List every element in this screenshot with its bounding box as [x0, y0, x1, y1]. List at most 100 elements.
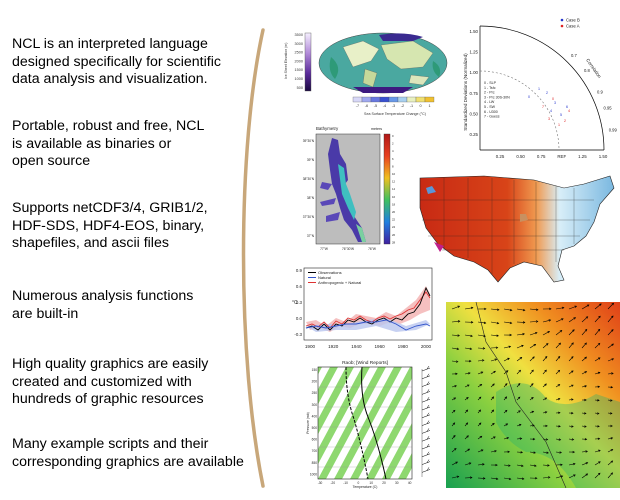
wind-vector-figure	[446, 302, 620, 488]
taylor-point: 2	[546, 91, 548, 95]
skewt-wind-barb	[426, 436, 430, 440]
skewt-wind-barb	[421, 469, 431, 473]
wind-vector	[594, 303, 602, 310]
wind-vector	[490, 321, 499, 324]
wind-vector	[464, 435, 469, 440]
bullet-item: NCL is an interpreted language designed s…	[12, 36, 274, 89]
taylor-legend-marker	[560, 18, 564, 22]
bathy-colorbar-label: 10	[392, 172, 396, 176]
wind-vector	[477, 371, 483, 375]
ts-ytick: -0.3	[294, 332, 302, 337]
taylor-ytick: 0.75	[469, 91, 478, 96]
wind-vector-head	[561, 318, 564, 321]
wind-vector-head	[496, 308, 500, 311]
wind-vector-head	[508, 345, 512, 349]
wind-vector-head	[611, 302, 614, 306]
taylor-ylabel: Standardized Deviations (Normalized)	[463, 53, 468, 131]
wind-vector-head	[508, 477, 512, 481]
ts-xtick: 1900	[305, 344, 316, 349]
skewt-ttick: -30	[318, 481, 323, 485]
wind-vector-head	[522, 308, 526, 312]
taylor-xtick: REF	[557, 154, 566, 159]
taylor-point: 1	[538, 87, 540, 91]
wind-vector-head	[455, 372, 458, 376]
sst-map-figure: Ice Sheet Elevation (m) 3500 3000 2500 2000…	[283, 27, 448, 117]
wind-vector	[516, 396, 521, 401]
sst-bottom-tick: -7	[356, 104, 359, 108]
sst-bottom-tick: 1	[428, 104, 430, 108]
wind-vector-head	[496, 334, 499, 337]
skewt-stripe	[350, 367, 412, 479]
wind-vector	[542, 464, 550, 466]
wind-vector	[503, 321, 512, 324]
wind-vector	[503, 357, 510, 362]
wind-vector	[503, 477, 511, 480]
wind-vector-head	[494, 450, 497, 453]
wind-vector	[607, 460, 613, 466]
wind-vector-head	[521, 344, 524, 348]
wind-vector-head	[484, 307, 487, 311]
wind-vector	[516, 308, 525, 311]
bathy-colorbar-label: 14	[392, 187, 396, 191]
sst-colorbar-cell	[370, 96, 381, 103]
wind-vector	[555, 356, 561, 362]
wind-vector-head	[495, 477, 499, 481]
wind-vector-head	[572, 450, 576, 454]
wind-vector	[477, 449, 484, 453]
wind-vector	[490, 450, 497, 453]
wind-vector-head	[517, 383, 521, 386]
wind-vector	[581, 385, 587, 388]
wind-vector-head	[534, 464, 537, 467]
bullet-line: HDF-SDS, HDF4-EOS, binary,	[12, 217, 205, 234]
wind-vector	[464, 448, 470, 453]
wind-vector-head	[509, 321, 513, 325]
wind-vector-head	[479, 435, 483, 439]
bathy-colorbar-label: 8	[392, 164, 394, 168]
wind-vector	[451, 422, 455, 427]
wind-vector-head	[509, 308, 513, 312]
timeseries-figure: °C 0.9 0.6 0.3 0.0 -0.3 1900 1920 1940 1960 1980…	[286, 264, 436, 352]
taylor-xtick: 0.75	[537, 154, 546, 159]
wind-vector	[594, 343, 601, 349]
wind-vector-head	[483, 334, 486, 338]
bullet-line: Many example scripts and their	[12, 436, 209, 452]
taylor-var-label: 1 - Tsfc	[484, 86, 496, 90]
wind-vector	[477, 422, 482, 427]
taylor-xtick: 0.25	[496, 154, 505, 159]
ts-legend-label: Natural	[318, 275, 331, 280]
skewt-wind-barb	[421, 414, 431, 419]
wind-vector	[581, 371, 587, 375]
taylor-ytick: 1.50	[469, 29, 478, 34]
wind-vector-head	[491, 396, 495, 399]
sst-colorbar-cell	[352, 96, 363, 103]
bathy-lat-tick: 37°30'N	[303, 215, 315, 219]
wind-vector	[542, 476, 550, 479]
wind-vector	[555, 398, 560, 401]
skewt-wind-barb	[421, 453, 431, 458]
wind-vector	[477, 334, 486, 337]
wind-vector	[451, 397, 456, 401]
wind-vector	[451, 385, 457, 388]
wind-vector-head	[571, 356, 574, 359]
bullet-line: shapefiles, and ascii files	[12, 235, 169, 251]
wind-vector-head	[467, 448, 471, 451]
wind-vector	[477, 435, 482, 440]
wind-vector	[542, 397, 547, 401]
wind-vector-head	[611, 329, 614, 332]
skewt-wind-barb	[421, 367, 431, 372]
skewt-ttick: -10	[343, 481, 348, 485]
wind-vector-head	[610, 472, 613, 475]
wind-vector-head	[558, 342, 561, 346]
wind-vector-head	[505, 383, 508, 386]
skewt-figure: Raob; [Wind Reports] 150 200 250 300 400 500 6…	[306, 357, 436, 489]
wind-vector-head	[597, 357, 601, 360]
wind-vector	[568, 425, 574, 427]
wind-vector	[451, 320, 460, 323]
wind-vector-head	[571, 438, 575, 441]
sst-left-tick: 3000	[295, 42, 303, 46]
taylor-var-label: 6 - U300	[484, 110, 498, 114]
wind-vector	[451, 334, 460, 336]
wind-vector-head	[465, 422, 469, 425]
bullet-item: High quality graphics are easily created …	[12, 356, 274, 409]
ts-legend-label: Anthropogenic + Natural	[318, 280, 361, 285]
